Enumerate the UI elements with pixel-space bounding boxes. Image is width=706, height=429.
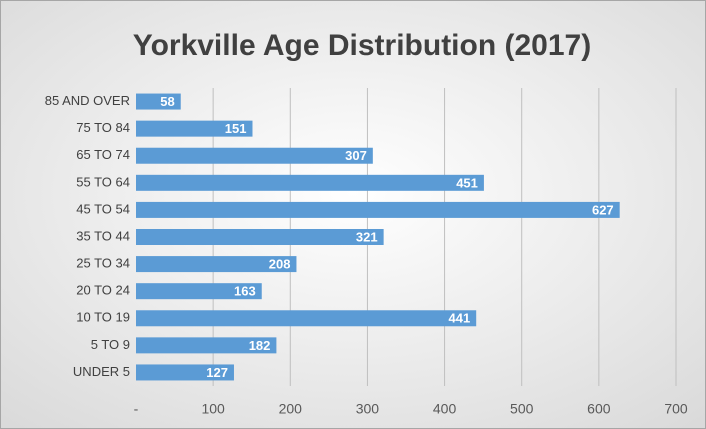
data-label: 451: [456, 175, 478, 190]
bar: [136, 337, 277, 354]
x-tick-label: 500: [510, 401, 534, 417]
bar: [136, 93, 181, 110]
y-tick-label: 35 TO 44: [76, 228, 130, 243]
bar: [136, 283, 262, 300]
x-tick-label: 600: [587, 401, 611, 417]
y-tick-label: 25 TO 34: [76, 256, 130, 271]
bar: [136, 201, 620, 218]
x-tick-label: 200: [279, 401, 303, 417]
data-label: 151: [225, 121, 247, 136]
data-label: 208: [269, 257, 291, 272]
x-tick-label: 100: [201, 401, 225, 417]
y-tick-label: 85 AND OVER: [45, 93, 130, 108]
y-tick-label: 10 TO 19: [76, 310, 130, 325]
y-tick-label: 65 TO 74: [76, 147, 130, 162]
x-tick-label: 400: [433, 401, 457, 417]
data-label: 627: [592, 202, 614, 217]
bar: [136, 364, 234, 381]
bar: [136, 147, 373, 164]
data-label: 321: [356, 229, 378, 244]
bar: [136, 120, 253, 137]
data-label: 307: [345, 148, 367, 163]
y-tick-label: 20 TO 24: [76, 283, 130, 298]
y-tick-label: 45 TO 54: [76, 201, 130, 216]
bar: [136, 229, 384, 245]
bar: [136, 310, 477, 327]
x-tick-label: 700: [664, 401, 688, 417]
x-tick-label: -: [134, 401, 139, 417]
data-label: 182: [249, 338, 271, 353]
data-label: 127: [206, 365, 228, 380]
bar: [136, 174, 484, 191]
data-label: 441: [448, 311, 470, 326]
y-tick-label: 5 TO 9: [91, 337, 130, 352]
bar: [136, 256, 297, 273]
x-tick-label: 300: [356, 401, 380, 417]
y-tick-label: UNDER 5: [73, 364, 130, 379]
data-label: 163: [234, 284, 256, 299]
data-label: 58: [160, 94, 174, 109]
chart-title: Yorkville Age Distribution (2017): [133, 29, 591, 62]
y-tick-label: 55 TO 64: [76, 174, 130, 189]
y-tick-label: 75 TO 84: [76, 120, 130, 135]
